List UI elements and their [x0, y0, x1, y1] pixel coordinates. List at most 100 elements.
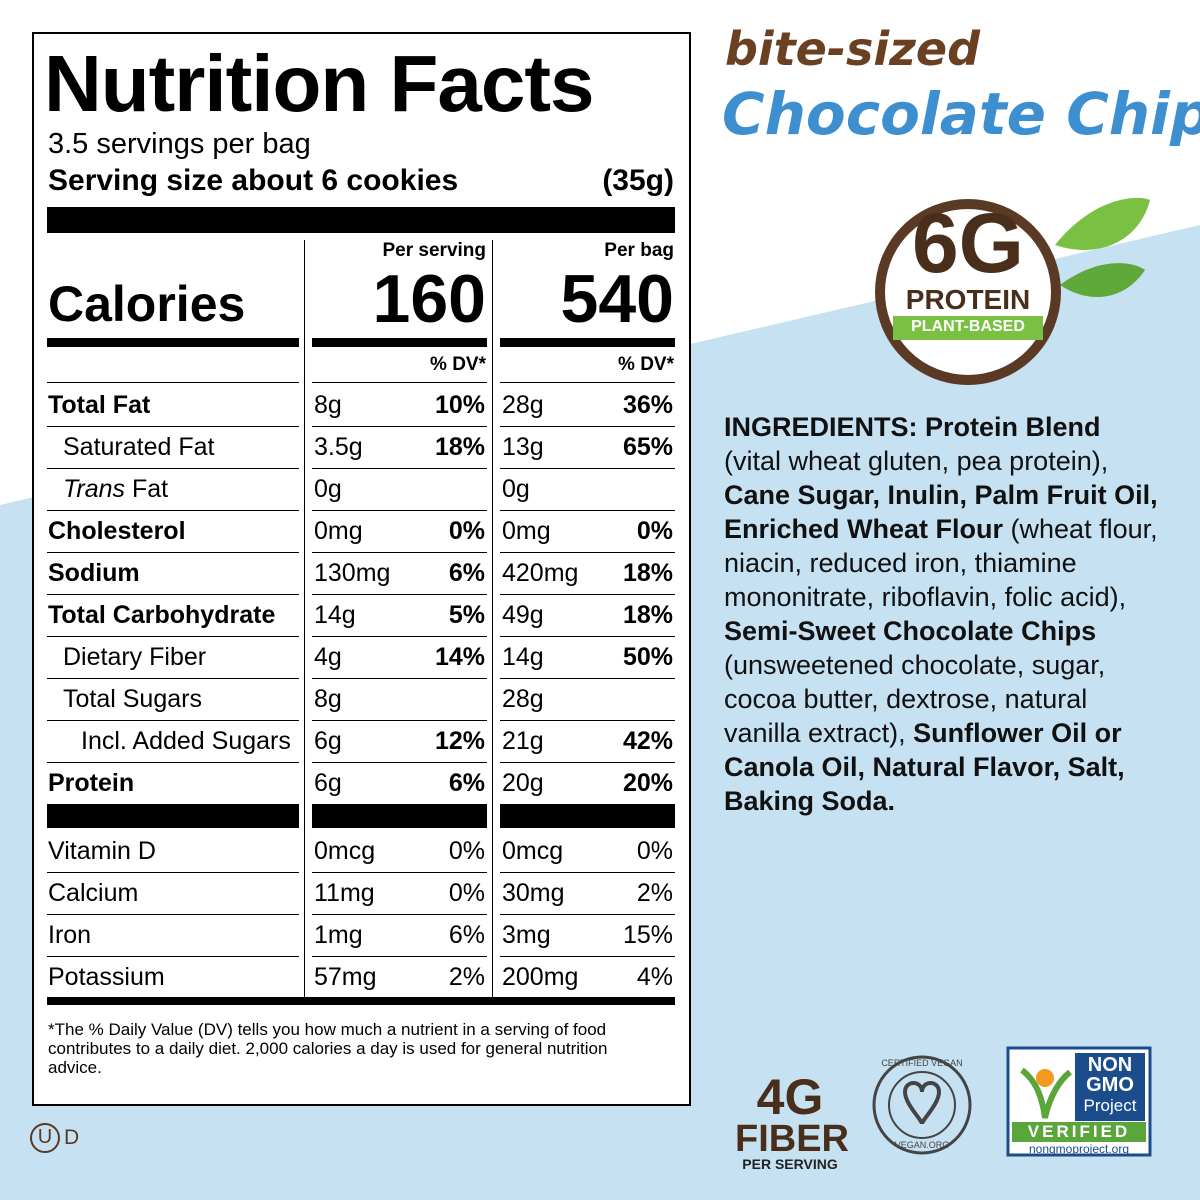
bag-amount: 420mg	[502, 559, 579, 587]
bag-amount: 13g	[502, 433, 544, 461]
rule	[47, 382, 299, 383]
rule	[47, 510, 299, 511]
rule	[312, 914, 487, 915]
bag-amount: 20g	[502, 769, 544, 797]
serving-amount: 3.5g	[314, 433, 363, 461]
rule	[312, 426, 487, 427]
bag-dv: 18%	[622, 601, 673, 629]
dv-header: % DV*	[618, 354, 674, 375]
rule	[47, 997, 675, 1005]
serving-amount: 1mg	[314, 921, 363, 949]
nongmo-line1: NON	[1087, 1054, 1133, 1076]
serving-amount: 14g	[314, 601, 356, 629]
row-name: Protein	[48, 769, 135, 797]
bag-dv: 18%	[622, 559, 673, 587]
per-bag-header: Per bag	[604, 240, 674, 261]
rule	[312, 338, 487, 347]
ingredient-text: INGREDIENTS: Protein Blend	[724, 412, 1101, 442]
rule	[47, 426, 299, 427]
row-name: Potassium	[48, 963, 165, 991]
servings: 3.5 servings per bag	[48, 128, 311, 160]
bag-amount: 0g	[502, 475, 530, 503]
row-name: Total Fat	[48, 391, 151, 419]
rule	[312, 804, 487, 828]
rule	[312, 382, 487, 383]
rule	[500, 956, 675, 957]
bag-amount: 14g	[502, 643, 544, 671]
protein-ribbon: PLANT-BASED	[911, 318, 1025, 335]
bag-dv: 65%	[622, 433, 673, 461]
dv-header: % DV*	[430, 354, 486, 375]
fiber-amount: 4G	[756, 1069, 824, 1125]
calories-per-serving: 160	[372, 261, 486, 337]
row-name: Vitamin D	[48, 837, 156, 865]
nongmo-line3: Project	[1083, 1096, 1137, 1115]
serving-dv: 14%	[434, 643, 485, 671]
bag-amount: 49g	[502, 601, 544, 629]
ingredient-text: (unsweetened chocolate, sugar, cocoa but…	[724, 650, 1106, 748]
row-name: Total Sugars	[63, 685, 202, 713]
bag-amount: 28g	[502, 685, 544, 713]
bag-dv: 2%	[636, 879, 673, 907]
ingredient-text: (vital wheat gluten, pea protein),	[724, 446, 1109, 476]
rule	[312, 552, 487, 553]
row-name: Total Carbohydrate	[48, 601, 276, 629]
serving-dv: 0%	[448, 517, 485, 545]
serving-amount: 57mg	[314, 963, 377, 991]
bag-amount: 28g	[502, 391, 544, 419]
bag-dv: 50%	[622, 643, 673, 671]
kosher-suffix: D	[64, 1126, 80, 1149]
bag-amount: 0mg	[502, 517, 551, 545]
serving-dv: 6%	[448, 559, 485, 587]
bag-dv: 15%	[622, 921, 673, 949]
rule	[47, 338, 299, 347]
bag-dv: 20%	[622, 769, 673, 797]
protein-amount: 6G	[911, 196, 1025, 290]
row-name: Cholesterol	[48, 517, 186, 545]
serving-amount: 6g	[314, 727, 342, 755]
bag-dv: 36%	[622, 391, 673, 419]
rule	[312, 762, 487, 763]
rule	[500, 594, 675, 595]
rule	[500, 872, 675, 873]
rule	[312, 720, 487, 721]
rule	[47, 762, 299, 763]
serving-dv: 5%	[448, 601, 485, 629]
rule	[47, 552, 299, 553]
rule	[492, 240, 493, 998]
rule	[47, 207, 675, 233]
brand-flavor: Chocolate Chip	[722, 80, 1200, 148]
rule	[500, 636, 675, 637]
serving-amount: 0mcg	[314, 837, 376, 865]
ingredient-text: Cane Sugar, Inulin, Palm Fruit Oil, Enri…	[724, 480, 1158, 544]
rule	[500, 762, 675, 763]
row-name: Iron	[48, 921, 92, 949]
serving-size-label: Serving size about 6 cookies	[48, 164, 459, 197]
vegan-bottom: VEGAN.ORG	[894, 1140, 950, 1150]
ingredient-text: Semi-Sweet Chocolate Chips	[724, 616, 1097, 646]
footnote: *The % Daily Value (DV) tells you how mu…	[48, 1020, 608, 1077]
bag-amount: 0mcg	[502, 837, 564, 865]
serving-size-value: (35g)	[602, 164, 674, 197]
nf-title: Nutrition Facts	[44, 39, 594, 128]
bag-amount: 3mg	[502, 921, 551, 949]
rule	[47, 804, 299, 828]
serving-amount: 4g	[314, 643, 342, 671]
serving-dv: 18%	[434, 433, 485, 461]
rule	[47, 636, 299, 637]
rule	[47, 914, 299, 915]
serving-amount: 130mg	[314, 559, 391, 587]
serving-dv: 2%	[448, 963, 485, 991]
bag-dv: 0%	[636, 517, 673, 545]
vegan-top: CERTIFIED VEGAN	[881, 1058, 963, 1068]
bag-amount: 30mg	[502, 879, 565, 907]
rule	[312, 468, 487, 469]
fiber-note: PER SERVING	[742, 1156, 838, 1172]
row-name: Saturated Fat	[63, 433, 215, 461]
nongmo-site: nongmoproject.org	[1028, 1142, 1130, 1156]
bag-amount: 21g	[502, 727, 544, 755]
rule	[47, 594, 299, 595]
row-name: Dietary Fiber	[63, 643, 207, 671]
rule	[500, 914, 675, 915]
rule	[47, 468, 299, 469]
